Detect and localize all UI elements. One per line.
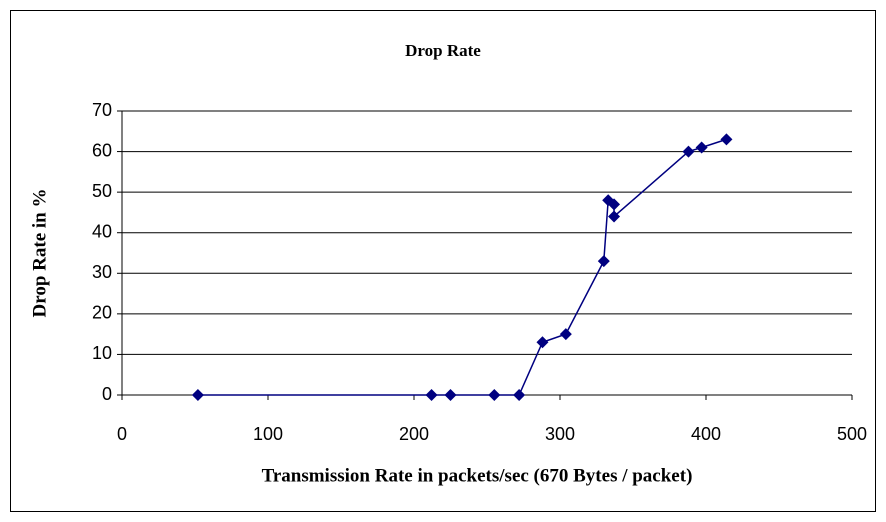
y-tick-label: 30 [92, 262, 112, 282]
data-point [425, 389, 438, 401]
x-axis-label: Transmission Rate in packets/sec (670 By… [262, 465, 693, 486]
x-tick-label: 100 [253, 424, 283, 444]
data-point [191, 389, 204, 401]
y-axis-label: Drop Rate in % [29, 189, 50, 318]
data-point [695, 141, 708, 154]
data-point [488, 389, 501, 401]
data-point [608, 198, 621, 211]
chart-title: Drop Rate [405, 41, 481, 60]
data-point [513, 389, 526, 401]
y-tick-label: 40 [92, 221, 112, 241]
data-point [597, 255, 610, 268]
y-tick-label: 60 [92, 140, 112, 160]
x-tick-label: 300 [545, 424, 575, 444]
x-tick-label: 0 [117, 424, 127, 444]
x-tick-label: 200 [399, 424, 429, 444]
y-tick-label: 0 [102, 384, 112, 404]
data-point [720, 133, 733, 146]
chart-frame [10, 10, 876, 512]
y-tick-label: 20 [92, 303, 112, 323]
y-tick-label: 10 [92, 343, 112, 363]
data-line [197, 138, 727, 396]
y-tick-label: 70 [92, 100, 112, 120]
data-point [559, 328, 572, 341]
data-point [444, 389, 457, 401]
y-tick-label: 50 [92, 181, 112, 201]
x-tick-label: 500 [837, 424, 867, 444]
x-tick-label: 400 [691, 424, 721, 444]
data-point [682, 145, 695, 158]
data-point [608, 210, 621, 223]
data-point [536, 336, 549, 349]
